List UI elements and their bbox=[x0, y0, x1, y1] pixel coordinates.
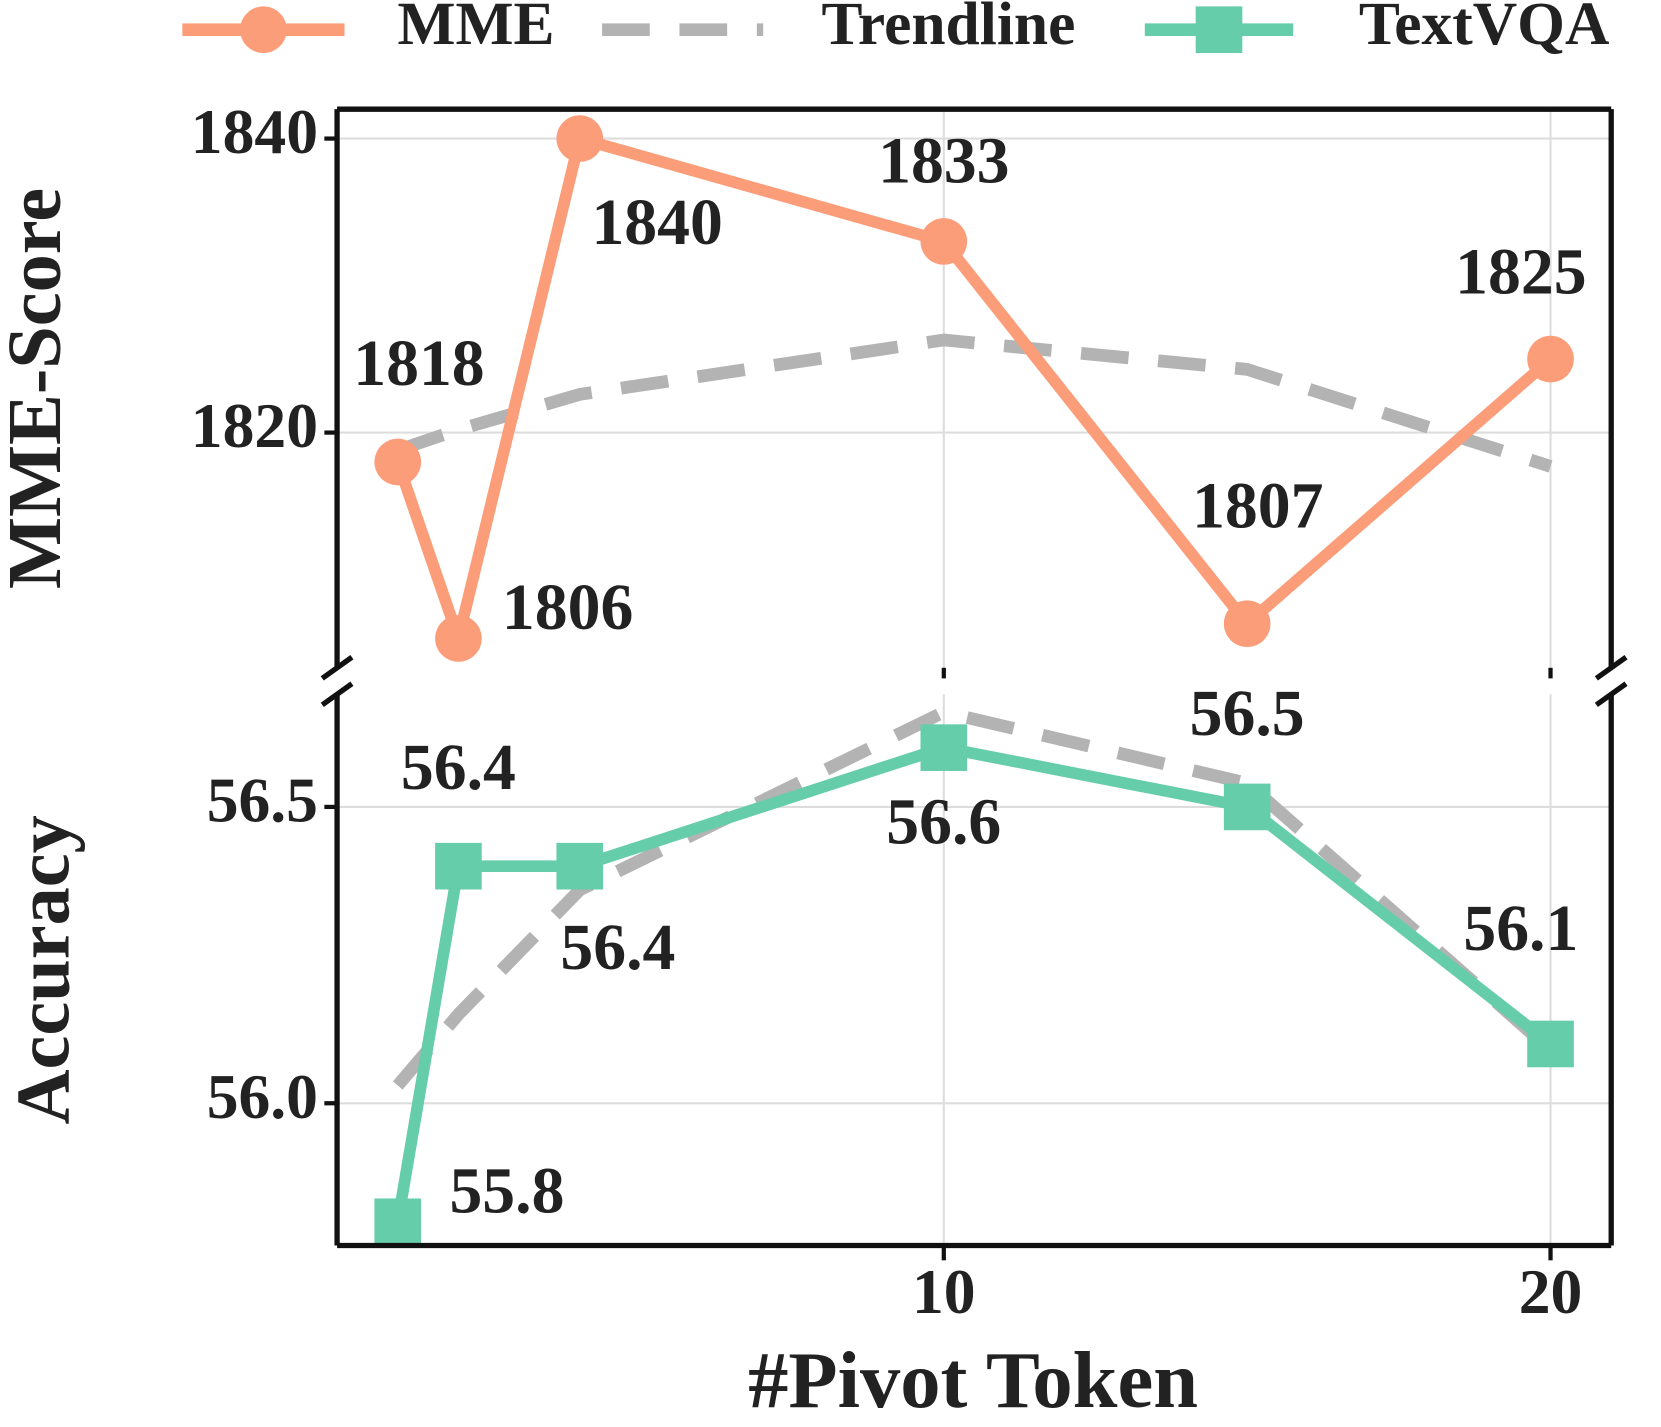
marker bbox=[920, 724, 968, 771]
data-label: 56.5 bbox=[1190, 677, 1305, 750]
marker bbox=[435, 615, 482, 662]
legend-label: Trendline bbox=[821, 0, 1075, 58]
x-tick-label: 20 bbox=[1519, 1256, 1583, 1327]
legend-label: TextVQA bbox=[1359, 0, 1609, 58]
line-series bbox=[395, 333, 1553, 473]
legend-label: MME bbox=[397, 0, 554, 58]
data-label: 1833 bbox=[878, 124, 1009, 197]
y-tick-label: 1840 bbox=[191, 96, 318, 167]
marker bbox=[920, 218, 968, 265]
data-label: 56.4 bbox=[560, 911, 675, 984]
data-label: 1825 bbox=[1455, 236, 1586, 309]
marker bbox=[1223, 600, 1271, 648]
marker bbox=[1527, 1020, 1574, 1068]
data-label: 1807 bbox=[1192, 469, 1323, 542]
marker bbox=[435, 842, 482, 890]
axis-break bbox=[1594, 681, 1628, 708]
line-series bbox=[392, 132, 1555, 645]
legend-marker bbox=[1195, 6, 1243, 53]
legend-marker bbox=[240, 6, 287, 53]
data-label: 56.6 bbox=[886, 785, 1001, 858]
axis-break bbox=[1594, 655, 1628, 681]
axis-break bbox=[320, 681, 354, 708]
data-label: 1840 bbox=[591, 186, 722, 259]
y-tick-label: 56.5 bbox=[207, 765, 318, 836]
line-series bbox=[392, 705, 1555, 1090]
x-axis-label: #Pivot Token bbox=[748, 1336, 1198, 1425]
y-tick-label: 56.0 bbox=[207, 1061, 318, 1132]
marker bbox=[374, 438, 422, 486]
line-series bbox=[392, 741, 1555, 1223]
y-axis-label: MME-Score bbox=[0, 188, 77, 589]
marker bbox=[1527, 335, 1574, 383]
marker bbox=[556, 115, 604, 162]
y-tick-label: 1820 bbox=[191, 390, 318, 461]
x-tick-label: 10 bbox=[912, 1256, 976, 1327]
plot-root: 10 20 1820 1840 MME-Score 1818 1806 1840 1833 180… bbox=[0, 0, 1628, 1425]
marker bbox=[1223, 783, 1271, 831]
marker bbox=[374, 1198, 422, 1246]
data-label: 56.1 bbox=[1463, 892, 1578, 965]
axis-break bbox=[320, 655, 354, 681]
marker bbox=[556, 842, 604, 890]
y-axis-label: Accuracy bbox=[0, 815, 85, 1124]
data-label: 56.4 bbox=[401, 731, 516, 804]
data-label: 1806 bbox=[502, 571, 633, 644]
data-label: 1818 bbox=[353, 327, 484, 400]
data-label: 55.8 bbox=[449, 1154, 564, 1227]
